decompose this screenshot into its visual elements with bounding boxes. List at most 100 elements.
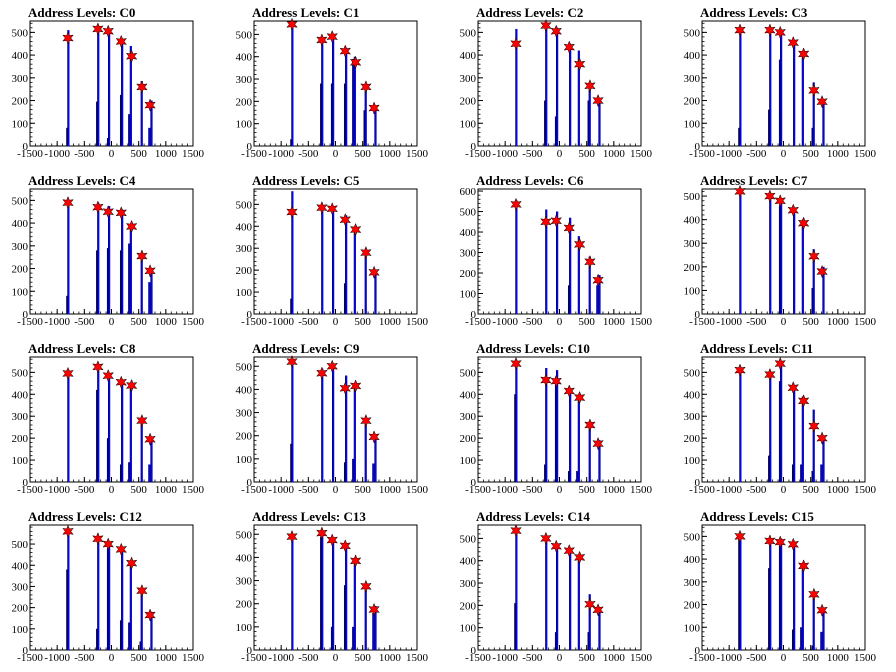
x-tick-label: 1000 [155, 148, 178, 160]
histogram-bar [354, 226, 356, 314]
histogram-bar [354, 56, 356, 146]
x-tick-label: 500 [578, 652, 595, 664]
y-tick-label: 200 [684, 600, 701, 612]
star-marker [102, 24, 115, 38]
star-marker [125, 219, 138, 234]
histogram-chart: 0 100 200 300 400 500 600 -1500 -1000 -500 0 500 100… [460, 186, 653, 328]
histogram-bar [515, 28, 518, 147]
histogram-bar [598, 440, 601, 482]
star-marker [540, 373, 552, 387]
histogram-bar [365, 252, 367, 314]
x-tick-label: 0 [781, 316, 787, 328]
star-marker [808, 587, 820, 602]
histogram-bar [128, 243, 131, 314]
star-marker [797, 559, 810, 573]
y-tick-label: 0 [695, 141, 701, 153]
x-tick-label: -1000 [492, 148, 518, 160]
x-tick-label: 1000 [155, 484, 178, 496]
histogram-bar [130, 46, 132, 146]
y-tick-label: 400 [12, 218, 29, 230]
x-tick-label: 1500 [854, 652, 877, 664]
star-marker [573, 237, 586, 252]
histogram-bar [332, 363, 335, 482]
y-tick-label: 500 [12, 195, 29, 207]
star-marker [326, 29, 339, 44]
histogram-bar [793, 385, 796, 482]
x-tick-label: 1500 [182, 652, 205, 664]
star-marker [573, 57, 586, 71]
star-marker [797, 47, 810, 61]
histogram-bar [596, 285, 599, 314]
star-marker [734, 23, 746, 37]
star-marker [144, 608, 156, 622]
y-tick-label: 200 [12, 96, 29, 108]
x-tick-label: 500 [802, 148, 819, 160]
star-marker [62, 31, 74, 45]
histogram-bar [739, 191, 742, 314]
y-tick-label: 0 [247, 477, 253, 489]
histogram-bar [148, 282, 151, 314]
histogram-bar [291, 24, 294, 147]
histogram-bar [291, 536, 294, 650]
star-marker [92, 22, 104, 36]
chart-panel: 0 100 200 300 400 500 -1500 -1000 -500 0 500 1000 15… [224, 336, 448, 504]
star-marker [510, 197, 522, 212]
y-tick-label: 400 [460, 227, 477, 239]
x-tick-label: 500 [130, 652, 147, 664]
histogram-bar [354, 559, 356, 650]
histogram-bar [800, 627, 803, 650]
x-tick-label: 1000 [379, 652, 402, 664]
x-tick-label: 0 [109, 484, 115, 496]
histogram-bar [130, 225, 132, 314]
x-tick-label: 0 [333, 652, 339, 664]
histogram-bar [598, 275, 601, 314]
star-marker [797, 394, 810, 408]
x-tick-label: 1500 [630, 148, 653, 160]
star-marker [360, 80, 372, 94]
star-marker [115, 34, 128, 49]
y-tick-label: 500 [684, 531, 701, 543]
y-tick-label: 200 [236, 599, 253, 611]
y-tick-label: 0 [23, 477, 29, 489]
histogram-bar [121, 39, 124, 146]
star-marker [339, 213, 352, 227]
star-marker [144, 98, 156, 112]
star-marker [92, 532, 104, 546]
y-tick-label: 400 [236, 52, 253, 64]
histogram-chart: 0 100 200 300 400 500 -1500 -1000 -500 0 500 1000 15… [236, 354, 429, 496]
histogram-bar [352, 626, 355, 650]
histogram-bar [569, 389, 572, 482]
histogram-bar [372, 612, 375, 650]
x-tick-label: -500 [298, 652, 319, 664]
star-marker [102, 537, 115, 551]
star-marker [360, 413, 372, 428]
plot-frame [477, 20, 642, 147]
histogram-bar [822, 435, 825, 482]
x-tick-label: -1500 [465, 652, 491, 664]
histogram-bar [769, 194, 772, 314]
x-tick-label: 1000 [603, 652, 626, 664]
y-tick-label: 0 [695, 645, 701, 657]
x-tick-label: -1000 [268, 484, 294, 496]
x-tick-label: -1000 [44, 484, 70, 496]
y-tick-label: 300 [684, 577, 701, 589]
y-tick-label: 100 [236, 622, 253, 634]
histogram-bar [739, 536, 742, 650]
histogram-bar [108, 541, 111, 650]
y-tick-label: 500 [12, 367, 29, 379]
x-tick-label: 1000 [827, 148, 850, 160]
star-marker [734, 363, 746, 377]
plot-frame [253, 356, 418, 483]
y-tick-label: 100 [12, 118, 29, 130]
x-tick-label: -1000 [492, 316, 518, 328]
histogram-bar [141, 418, 143, 482]
y-tick-label: 300 [12, 241, 29, 253]
histogram-bar [97, 25, 100, 146]
x-tick-label: 1000 [155, 652, 178, 664]
y-tick-label: 400 [236, 552, 253, 564]
histogram-bar [150, 438, 153, 482]
histogram-bar [780, 200, 783, 314]
histogram-bar [820, 464, 823, 482]
star-marker [62, 195, 74, 210]
histogram-bar [556, 370, 559, 482]
